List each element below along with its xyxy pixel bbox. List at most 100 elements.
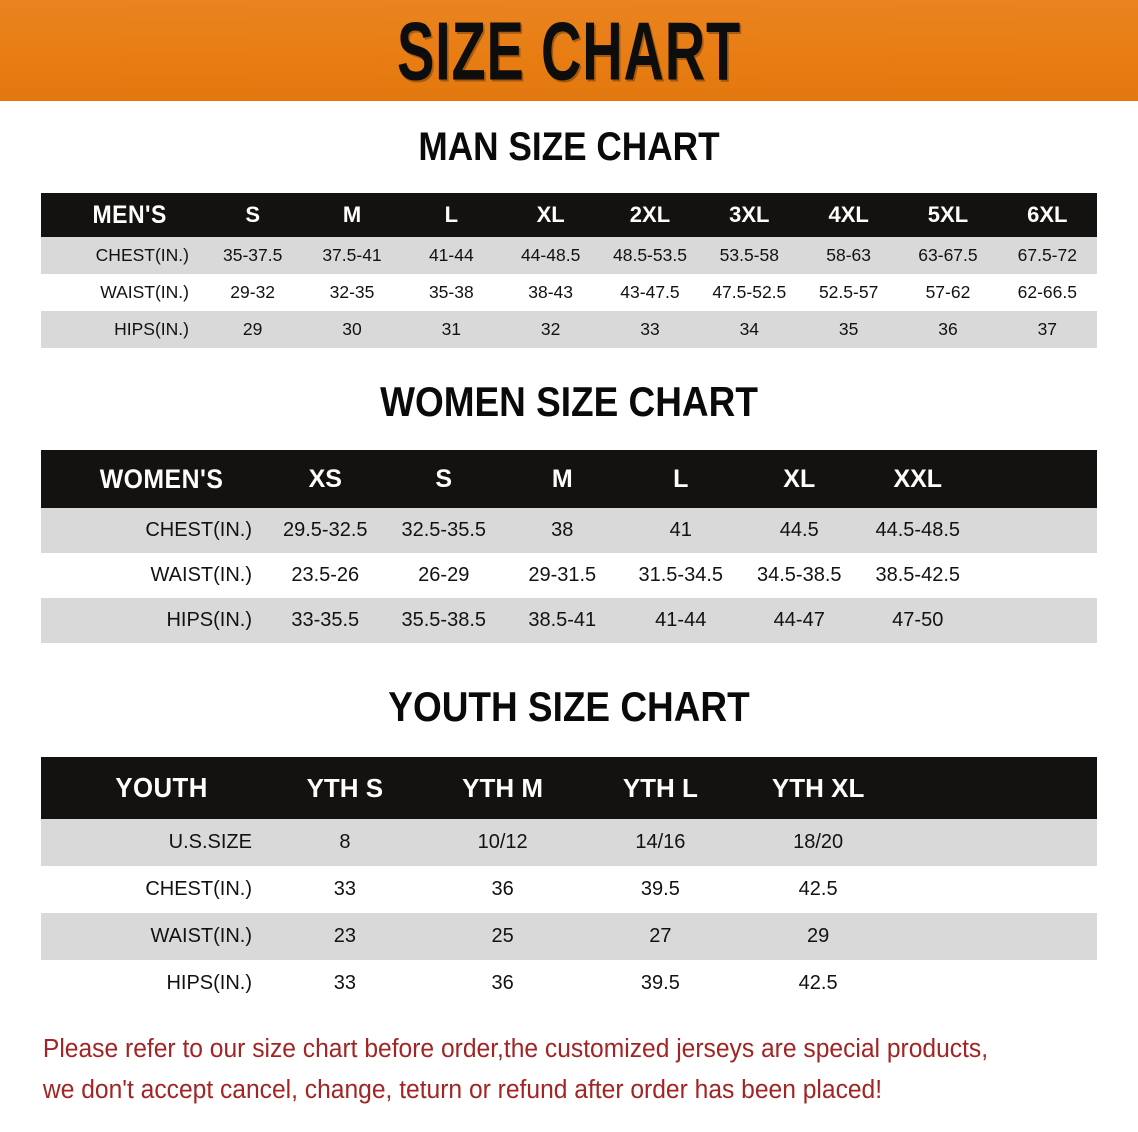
table-header-row: WOMEN'S XS S M L XL XXL — [41, 450, 1097, 508]
cell: 36 — [423, 960, 582, 1007]
cell: 39.5 — [581, 866, 740, 913]
man-size-col-0: S — [203, 193, 303, 237]
cell: 44-48.5 — [500, 237, 601, 274]
cell-spacer — [897, 819, 1097, 866]
cell: 63-67.5 — [898, 237, 998, 274]
page-content: MAN SIZE CHART MEN'S S M L XL 2XL 3XL 4X… — [0, 127, 1138, 1112]
cell-spacer — [977, 553, 1097, 598]
youth-header-spacer — [897, 757, 1097, 819]
cell: 48.5-53.5 — [600, 237, 700, 274]
cell: 52.5-57 — [798, 274, 899, 311]
cell: 26-29 — [384, 553, 503, 598]
man-size-col-1: M — [302, 193, 402, 237]
cell: 14/16 — [581, 819, 740, 866]
row-label: CHEST(IN.) — [41, 237, 203, 274]
cell: 38.5-41 — [503, 598, 622, 643]
cell: 41-44 — [401, 237, 501, 274]
women-size-col-0: XS — [266, 450, 385, 508]
cell: 34 — [699, 311, 799, 348]
row-label: U.S.SIZE — [41, 819, 266, 866]
women-header-spacer — [977, 450, 1097, 508]
cell: 41 — [621, 508, 740, 553]
youth-header-label: YOUTH — [115, 772, 208, 803]
cell: 42.5 — [739, 866, 897, 913]
cell: 10/12 — [423, 819, 582, 866]
youth-size-table: YOUTH YTH S YTH M YTH L YTH XL U.S.SIZE … — [41, 757, 1097, 1007]
cell: 32.5-35.5 — [384, 508, 503, 553]
cell: 37 — [997, 311, 1097, 348]
cell: 44-47 — [740, 598, 859, 643]
row-label: HIPS(IN.) — [41, 960, 266, 1007]
man-size-col-7: 5XL — [898, 193, 998, 237]
cell: 37.5-41 — [302, 237, 402, 274]
youth-size-col-0: YTH S — [266, 757, 424, 819]
cell: 67.5-72 — [997, 237, 1097, 274]
cell: 29.5-32.5 — [266, 508, 385, 553]
youth-header-label-cell: YOUTH — [41, 757, 266, 819]
policy-note-line-1: Please refer to our size chart before or… — [42, 1035, 989, 1063]
table-row: CHEST(IN.) 33 36 39.5 42.5 — [41, 866, 1097, 913]
page-title: SIZE CHART — [397, 4, 741, 97]
youth-table-header: YOUTH YTH S YTH M YTH L YTH XL — [41, 757, 1097, 819]
cell: 35-37.5 — [203, 237, 303, 274]
cell-spacer — [897, 866, 1097, 913]
cell: 58-63 — [798, 237, 899, 274]
cell: 38-43 — [500, 274, 601, 311]
women-section-title: WOMEN SIZE CHART — [380, 378, 758, 425]
women-size-table: WOMEN'S XS S M L XL XXL CHEST(IN.) 29.5-… — [41, 450, 1097, 643]
table-row: WAIST(IN.) 29-32 32-35 35-38 38-43 43-47… — [41, 274, 1097, 311]
youth-size-col-2: YTH L — [581, 757, 740, 819]
youth-section-title: YOUTH SIZE CHART — [388, 683, 750, 730]
man-section-title: MAN SIZE CHART — [418, 125, 720, 169]
cell: 33 — [266, 866, 424, 913]
cell: 38.5-42.5 — [858, 553, 977, 598]
table-header-row: MEN'S S M L XL 2XL 3XL 4XL 5XL 6XL — [41, 193, 1097, 237]
row-label: CHEST(IN.) — [41, 508, 266, 553]
cell: 35.5-38.5 — [384, 598, 503, 643]
cell: 44.5-48.5 — [858, 508, 977, 553]
cell: 36 — [898, 311, 998, 348]
policy-note: Please refer to our size chart before or… — [41, 1029, 1060, 1112]
cell: 18/20 — [739, 819, 897, 866]
cell: 32-35 — [302, 274, 402, 311]
man-size-col-2: L — [401, 193, 501, 237]
cell: 33 — [266, 960, 424, 1007]
table-row: WAIST(IN.) 23.5-26 26-29 29-31.5 31.5-34… — [41, 553, 1097, 598]
man-size-table: MEN'S S M L XL 2XL 3XL 4XL 5XL 6XL CHEST… — [41, 193, 1097, 348]
women-size-col-1: S — [384, 450, 503, 508]
cell: 31 — [401, 311, 501, 348]
women-size-col-5: XXL — [858, 450, 977, 508]
page-banner: SIZE CHART — [0, 0, 1138, 101]
table-row: CHEST(IN.) 35-37.5 37.5-41 41-44 44-48.5… — [41, 237, 1097, 274]
cell: 29-31.5 — [503, 553, 622, 598]
women-table-body: CHEST(IN.) 29.5-32.5 32.5-35.5 38 41 44.… — [41, 508, 1097, 643]
man-table-header: MEN'S S M L XL 2XL 3XL 4XL 5XL 6XL — [41, 193, 1097, 237]
cell: 31.5-34.5 — [621, 553, 740, 598]
row-label: WAIST(IN.) — [41, 553, 266, 598]
row-label: HIPS(IN.) — [41, 598, 266, 643]
cell: 42.5 — [739, 960, 897, 1007]
cell: 39.5 — [581, 960, 740, 1007]
man-size-col-8: 6XL — [997, 193, 1097, 237]
women-size-col-4: XL — [740, 450, 859, 508]
policy-note-line-2: we don't accept cancel, change, teturn o… — [42, 1076, 883, 1105]
cell: 27 — [581, 913, 740, 960]
cell: 47-50 — [858, 598, 977, 643]
man-table-body: CHEST(IN.) 35-37.5 37.5-41 41-44 44-48.5… — [41, 237, 1097, 348]
table-row: CHEST(IN.) 29.5-32.5 32.5-35.5 38 41 44.… — [41, 508, 1097, 553]
table-row: HIPS(IN.) 33 36 39.5 42.5 — [41, 960, 1097, 1007]
women-header-label-cell: WOMEN'S — [41, 450, 266, 508]
table-row: WAIST(IN.) 23 25 27 29 — [41, 913, 1097, 960]
man-header-label: MEN'S — [92, 200, 167, 229]
cell: 23 — [266, 913, 424, 960]
row-label: HIPS(IN.) — [41, 311, 203, 348]
cell: 43-47.5 — [600, 274, 700, 311]
cell: 62-66.5 — [997, 274, 1097, 311]
cell: 25 — [423, 913, 582, 960]
cell: 38 — [503, 508, 622, 553]
cell: 36 — [423, 866, 582, 913]
cell: 41-44 — [621, 598, 740, 643]
cell: 29 — [739, 913, 897, 960]
cell: 23.5-26 — [266, 553, 385, 598]
cell: 32 — [500, 311, 601, 348]
